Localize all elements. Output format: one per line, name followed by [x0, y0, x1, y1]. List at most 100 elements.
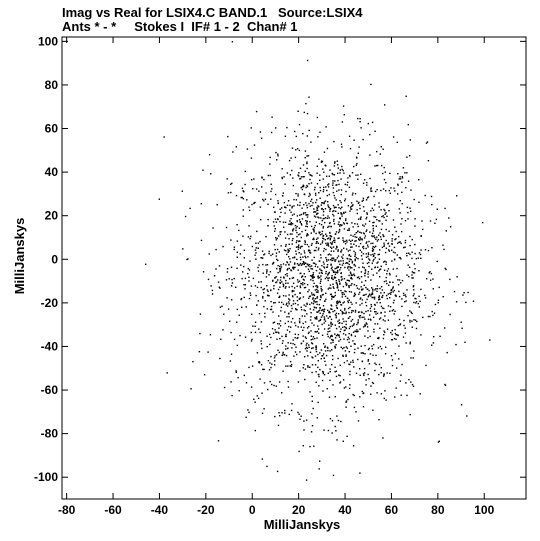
data-point [425, 142, 428, 144]
data-point [304, 157, 306, 159]
data-point [456, 195, 458, 197]
data-point [274, 228, 276, 230]
data-point [338, 336, 341, 338]
data-point [293, 198, 295, 201]
data-point [333, 218, 335, 221]
data-point [255, 252, 257, 254]
data-point [182, 248, 184, 250]
data-point [329, 418, 332, 420]
data-point [279, 215, 281, 218]
data-point [327, 244, 329, 246]
data-point [251, 338, 253, 341]
data-point [313, 324, 315, 326]
data-point [266, 289, 269, 291]
data-point [357, 347, 359, 349]
data-point [387, 305, 390, 307]
data-point [261, 176, 263, 178]
data-point [400, 282, 402, 284]
data-point [336, 301, 338, 303]
data-point [344, 290, 346, 292]
data-point [381, 215, 383, 218]
data-point [343, 346, 345, 349]
data-point [329, 232, 331, 234]
data-point [379, 327, 381, 329]
data-point [181, 190, 183, 192]
data-point [308, 270, 310, 272]
data-point [283, 249, 286, 251]
data-point [413, 293, 415, 295]
data-point [299, 262, 302, 265]
data-point [351, 318, 354, 321]
data-point [323, 322, 325, 324]
data-point [401, 177, 404, 179]
data-point [236, 344, 238, 347]
data-point [353, 139, 355, 141]
data-point [378, 318, 381, 320]
data-point [311, 400, 313, 402]
data-point [274, 415, 276, 418]
data-point [362, 392, 364, 395]
data-point [263, 178, 265, 181]
data-point [314, 192, 317, 195]
data-point [348, 227, 350, 230]
data-point [341, 224, 343, 226]
data-point [249, 209, 251, 212]
data-point [364, 353, 366, 355]
data-point [261, 186, 263, 188]
data-point [245, 416, 247, 418]
data-point [272, 280, 274, 282]
data-point [374, 236, 376, 239]
data-point [318, 206, 320, 208]
data-point [285, 345, 287, 347]
data-point [348, 280, 351, 282]
data-point [343, 247, 345, 249]
data-point [388, 189, 390, 192]
data-point [331, 323, 334, 325]
data-point [342, 257, 344, 260]
data-point [359, 242, 362, 245]
data-point [378, 419, 380, 421]
data-point [335, 327, 338, 330]
data-point [363, 372, 366, 374]
data-point [339, 200, 341, 202]
data-point [278, 332, 280, 334]
data-point [270, 131, 273, 134]
data-point [343, 278, 346, 280]
data-point [374, 369, 376, 372]
data-point [277, 202, 280, 204]
data-point [240, 244, 242, 246]
data-point [411, 326, 413, 328]
data-point [356, 287, 359, 289]
data-point [290, 269, 292, 271]
data-point [274, 364, 276, 366]
data-point [279, 320, 282, 322]
data-point [338, 300, 341, 302]
data-point [312, 237, 315, 239]
data-point [391, 329, 393, 332]
x-axis-label: MilliJanskys [264, 517, 341, 532]
data-point [311, 274, 314, 276]
data-point [377, 261, 379, 263]
data-point [432, 278, 434, 280]
data-point [455, 301, 458, 303]
data-point [262, 288, 264, 291]
data-point [394, 396, 396, 398]
data-point [380, 292, 382, 294]
data-point [320, 349, 323, 351]
data-point [328, 193, 330, 196]
data-point [433, 312, 436, 314]
data-point [449, 226, 452, 228]
data-point [302, 261, 305, 263]
data-point [280, 266, 283, 268]
data-point [377, 337, 379, 339]
data-point [314, 331, 316, 333]
data-point [331, 242, 333, 245]
data-point [347, 300, 349, 302]
data-point [292, 300, 295, 302]
data-point [288, 263, 290, 266]
data-point [306, 303, 308, 305]
data-point [371, 345, 373, 347]
data-point [343, 320, 345, 323]
data-point [192, 361, 194, 363]
data-point [328, 327, 331, 329]
